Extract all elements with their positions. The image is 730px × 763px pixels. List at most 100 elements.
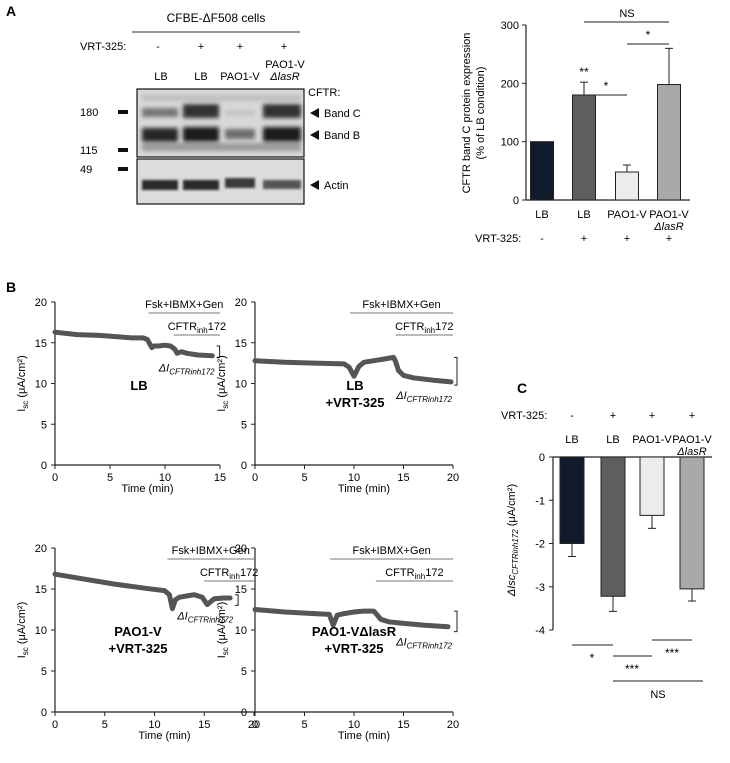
x-tick-label: 10 (348, 472, 360, 484)
treatment-label-inh: CFTRinh172 (168, 321, 226, 335)
blot-vrt-mark-2: + (198, 41, 204, 53)
treatment-inh-sub: inh (197, 326, 208, 335)
y-axis-label-main: I (16, 409, 28, 412)
marker-115: 115 (80, 145, 98, 157)
category-label: LB (577, 209, 590, 221)
y-tick-label: -4 (535, 625, 545, 637)
y-tick-label: 10 (35, 379, 47, 391)
x-tick-label: 15 (198, 719, 210, 731)
blot-lane-4-sub: ΔlasR (269, 71, 299, 83)
delta-main: ΔI (395, 390, 406, 402)
x-tick-label: 20 (248, 719, 260, 731)
delta-sub: CFTRinh172 (169, 367, 215, 376)
treatment-inh-main: CFTR (168, 321, 197, 333)
y-tick-label: 20 (35, 297, 47, 309)
delta-sub: CFTRinh172 (407, 642, 453, 651)
y-tick-label: 15 (35, 584, 47, 596)
trace-title: LB (130, 378, 147, 393)
bar (530, 141, 554, 201)
delta-main: ΔI (395, 637, 406, 649)
band-c-label: Band C (324, 108, 361, 120)
sig-star: * (604, 79, 609, 93)
band-b-label: Band B (324, 130, 360, 142)
x-axis-label: Time (min) (138, 730, 190, 742)
y-tick-label: 0 (513, 195, 519, 207)
cell-line-label: CFBE-ΔF508 cells (167, 11, 266, 25)
y-tick-label: -1 (535, 495, 545, 507)
bar (572, 94, 596, 201)
delta-main: ΔI (158, 362, 169, 374)
y-tick-label: 0 (241, 460, 247, 472)
vrt-label: VRT-325: (501, 410, 547, 422)
sig-ns: NS (619, 8, 634, 20)
category-label: ΔlasR (653, 221, 683, 233)
actin-label: Actin (324, 180, 348, 192)
y-axis-label: Isc (μA/cm²) (16, 602, 30, 659)
actin-arrow (310, 180, 319, 190)
sig-star: * (646, 28, 651, 42)
y-axis-label-tail: (μA/cm²) (16, 355, 28, 400)
bar (657, 84, 681, 201)
x-axis-label: Time (min) (121, 483, 173, 495)
blot-vrt-mark-3: + (237, 41, 243, 53)
y-tick-label: 200 (501, 78, 519, 90)
isc-traces: 0 5 10 15 20 0 5 10 15 Time (min) Isc (μA/cm²) Fsk+… (16, 297, 459, 742)
delta-bracket (235, 594, 239, 606)
category-label: LB (606, 434, 619, 446)
blot-vrt-label: VRT-325: (80, 41, 126, 53)
category-label: ΔlasR (676, 446, 706, 458)
treatment-label-inh: CFTRinh172 (395, 321, 453, 335)
x-tick-label: 5 (102, 719, 108, 731)
treatment-label-fsk: Fsk+IBMX+Gen (352, 545, 430, 557)
blot-lane-3: PAO1-V (220, 71, 260, 83)
y-tick-label: 5 (241, 419, 247, 431)
band-b-arrow (310, 130, 319, 140)
x-axis-label: Time (min) (338, 483, 390, 495)
y-axis-label-tail: (μA/cm²) (216, 602, 228, 647)
x-tick-label: 15 (397, 719, 409, 731)
vrt-mark: + (610, 410, 616, 422)
marker-180-tick (118, 110, 128, 114)
vrt-mark: + (624, 233, 630, 245)
sig-triple-star: *** (665, 646, 679, 660)
y-tick-label: 100 (501, 137, 519, 149)
trace-title: PAO1-V (114, 624, 162, 639)
trace-title-2: +VRT-325 (109, 641, 168, 656)
y-axis-label-main: I (216, 655, 228, 658)
y-tick-label: 300 (501, 20, 519, 32)
delta-sub: CFTRinh172 (407, 395, 453, 404)
trace-subplot-2: 0 5 10 15 20 0 5 10 15 20 Time (min) Isc (μA/cm²) Fs… (216, 297, 459, 495)
y-tick-label: 20 (35, 543, 47, 555)
sig-double-star: ** (579, 65, 589, 79)
category-label: PAO1-V (649, 209, 689, 221)
trace-title: PAO1-VΔlasR (312, 624, 397, 639)
treatment-inh-sub: inh (415, 572, 426, 581)
x-tick-label: 5 (301, 719, 307, 731)
y-axis-label-sub: sc (221, 401, 230, 409)
trace-title: LB (346, 378, 363, 393)
trace-title-2: +VRT-325 (325, 641, 384, 656)
y-axis-label-line1: CFTR band C protein expression (461, 33, 473, 194)
blot-vrt-mark-1: - (156, 41, 160, 53)
treatment-inh-tail: 172 (208, 321, 226, 333)
blot-lane-1: LB (154, 71, 167, 83)
x-tick-label: 20 (447, 719, 459, 731)
x-axis-label: Time (min) (338, 730, 390, 742)
treatment-inh-tail: 172 (425, 567, 443, 579)
delta-bracket (454, 356, 458, 386)
vrt-label: VRT-325: (475, 233, 521, 245)
category-label: PAO1-V (672, 434, 712, 446)
delta-main: ΔI (176, 610, 187, 622)
x-tick-label: 5 (301, 472, 307, 484)
y-axis-label: Isc (μA/cm²) (216, 602, 230, 659)
vrt-mark: - (540, 233, 544, 245)
delta-isc-bar-chart: 0 -1 -2 -3 -4 ΔIscCFTRinh172 (μA/cm²) LB - LB + PA… (501, 410, 712, 701)
y-tick-label: 15 (235, 584, 247, 596)
vrt-mark: + (689, 410, 695, 422)
y-axis-label-line2: (% of LB condition) (475, 67, 487, 160)
delta-bracket (216, 345, 221, 358)
x-tick-label: 0 (252, 472, 258, 484)
y-axis-label-tail: (μA/cm²) (216, 355, 228, 400)
delta-label: ΔICFTRinh172 (395, 637, 452, 651)
